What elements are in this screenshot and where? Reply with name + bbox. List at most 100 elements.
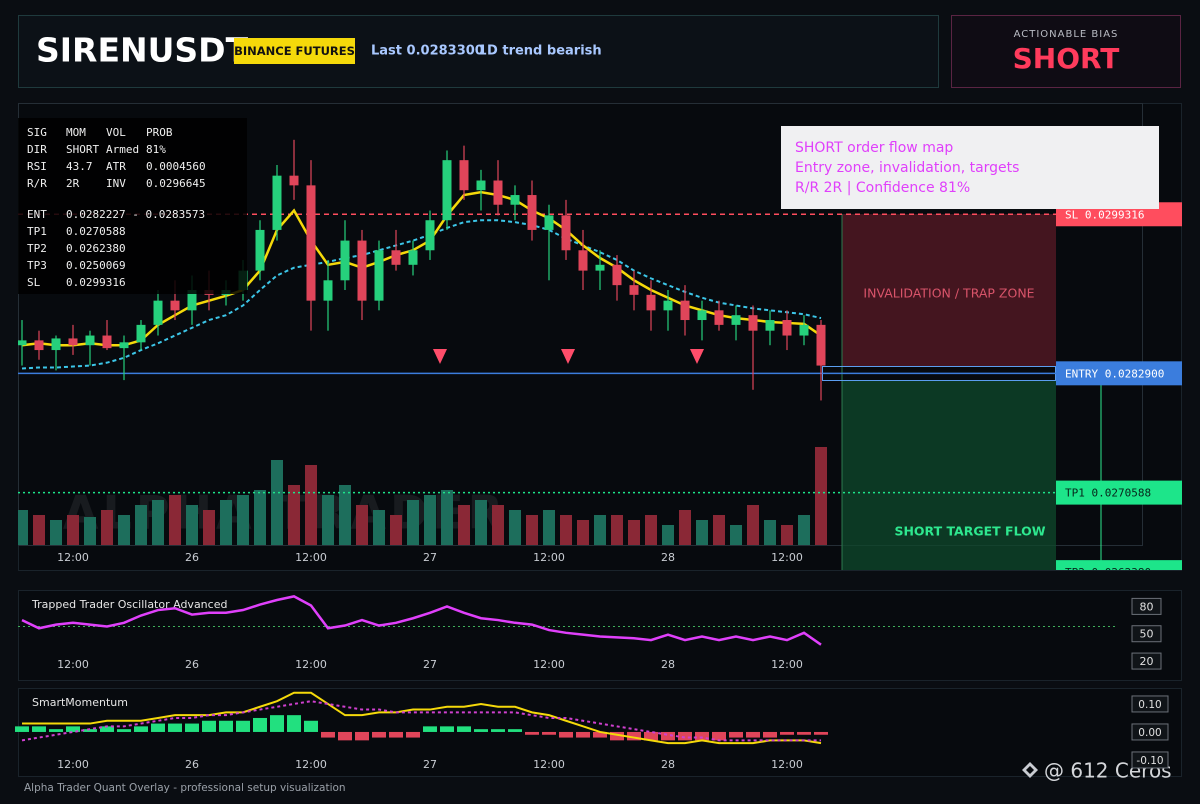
candle-body (561, 215, 571, 251)
x-tick-label: 12:00 (533, 551, 565, 564)
candle-body (153, 300, 163, 325)
x-tick-label: 28 (661, 758, 675, 771)
signal-marker (690, 349, 704, 364)
info-cell: 0.0299316 (66, 276, 126, 289)
info-cell: SHORT (66, 143, 99, 156)
candle-body (374, 250, 384, 301)
candle-body (544, 215, 554, 230)
y-tick-box (1131, 597, 1162, 615)
x-tick-label: 12:00 (57, 551, 89, 564)
info-cell: PROB (146, 126, 173, 139)
momentum-bar (423, 726, 437, 732)
x-tick-label: 26 (185, 658, 199, 671)
y-tick-label: 20 (1140, 655, 1154, 668)
y-tick-label: 0.00 (1138, 727, 1161, 739)
momentum-bar (474, 729, 488, 732)
volume-bar (356, 505, 368, 545)
volume-bar (594, 515, 606, 545)
momentum-bar (355, 731, 369, 741)
info-panel (18, 118, 247, 294)
momentum-bar (185, 723, 199, 732)
volume-bar (628, 520, 640, 545)
candle-body (136, 324, 146, 343)
volume-bar (730, 525, 742, 545)
y-tick-box (1131, 625, 1162, 643)
momentum-bar (168, 723, 182, 732)
bias: SHORT (1013, 42, 1120, 75)
momentum-bar (151, 723, 165, 732)
volume-bar (203, 510, 215, 545)
info-cell: 0.0282227 - 0.0283573 (66, 208, 205, 221)
momentum-bar (287, 715, 301, 732)
momentum-bar (542, 731, 556, 735)
invalidation-label: INVALIDATION / TRAP ZONE (863, 286, 1034, 301)
momentum-line (22, 691, 822, 745)
momentum-bar (729, 731, 743, 738)
candle-body (748, 315, 758, 331)
candle-body (425, 220, 435, 251)
level-tag (1056, 361, 1182, 386)
x-tick-label: 12:00 (57, 758, 89, 771)
info-cell: SL (27, 276, 41, 289)
candle-body (18, 340, 27, 346)
volume-bar (118, 515, 130, 545)
info-cell: RSI (27, 160, 47, 173)
volume-bar (322, 495, 334, 545)
header-box (18, 15, 939, 88)
exchange: BINANCE FUTURES (234, 44, 355, 58)
candle-body (765, 320, 775, 331)
volume-bar (696, 520, 708, 545)
candle-body (476, 180, 486, 191)
candle-body (663, 300, 673, 311)
footer: Alpha Trader Quant Overlay - professiona… (24, 782, 346, 794)
volume-bar (458, 505, 470, 545)
volume-bar (237, 495, 249, 545)
candle-body (34, 340, 44, 351)
x-tick-label: 12:00 (57, 658, 89, 671)
momentum-bar (457, 726, 471, 732)
momentum-bar (440, 726, 454, 732)
info-cell: 0.0262380 (66, 242, 126, 255)
info-cell: ENT (27, 208, 47, 221)
momentum-bar (66, 726, 80, 732)
volume-bar (84, 517, 96, 545)
volume-bar (492, 505, 504, 545)
momentum-bar (644, 731, 658, 741)
info-cell: INV (106, 177, 126, 190)
volume-bar (339, 485, 351, 545)
trend: 1D trend bearish (478, 44, 602, 59)
momentum-bar (236, 720, 250, 732)
level-label: SL 0.0299316 (1065, 208, 1144, 221)
y-tick-box (1131, 652, 1162, 670)
y-tick-box (1131, 695, 1169, 713)
x-tick-label: 27 (423, 551, 437, 564)
volume-bar (220, 500, 232, 545)
level-label: ENTRY 0.0282900 (1065, 367, 1164, 380)
candle-body (527, 195, 537, 230)
info-cell: SIG (27, 126, 47, 139)
momentum-bar (83, 729, 97, 732)
x-tick-label: 28 (661, 658, 675, 671)
x-tick-label: 12:00 (771, 658, 803, 671)
momentum-bar (134, 726, 148, 732)
momentum-bar (49, 729, 63, 732)
momentum-bar (525, 731, 539, 735)
candle-body (731, 315, 741, 325)
info-cell: 0.0296645 (146, 177, 206, 190)
volume-bar (33, 515, 45, 545)
volume-bar (271, 460, 283, 545)
info-cell: 0.0250069 (66, 259, 126, 272)
candle-body (510, 195, 520, 205)
credit-logo (1022, 762, 1038, 778)
momentum-bar (32, 726, 46, 732)
level-label: TP2 0.0262380 (1065, 566, 1151, 579)
exchange-badge (234, 38, 355, 64)
bias-label: ACTIONABLE BIAS (1014, 29, 1119, 40)
x-tick-label: 12:00 (295, 551, 327, 564)
info-cell: 0.0004560 (146, 160, 206, 173)
level-tag (1056, 560, 1182, 570)
momentum-bar (814, 731, 828, 735)
volume-bar (288, 485, 300, 545)
